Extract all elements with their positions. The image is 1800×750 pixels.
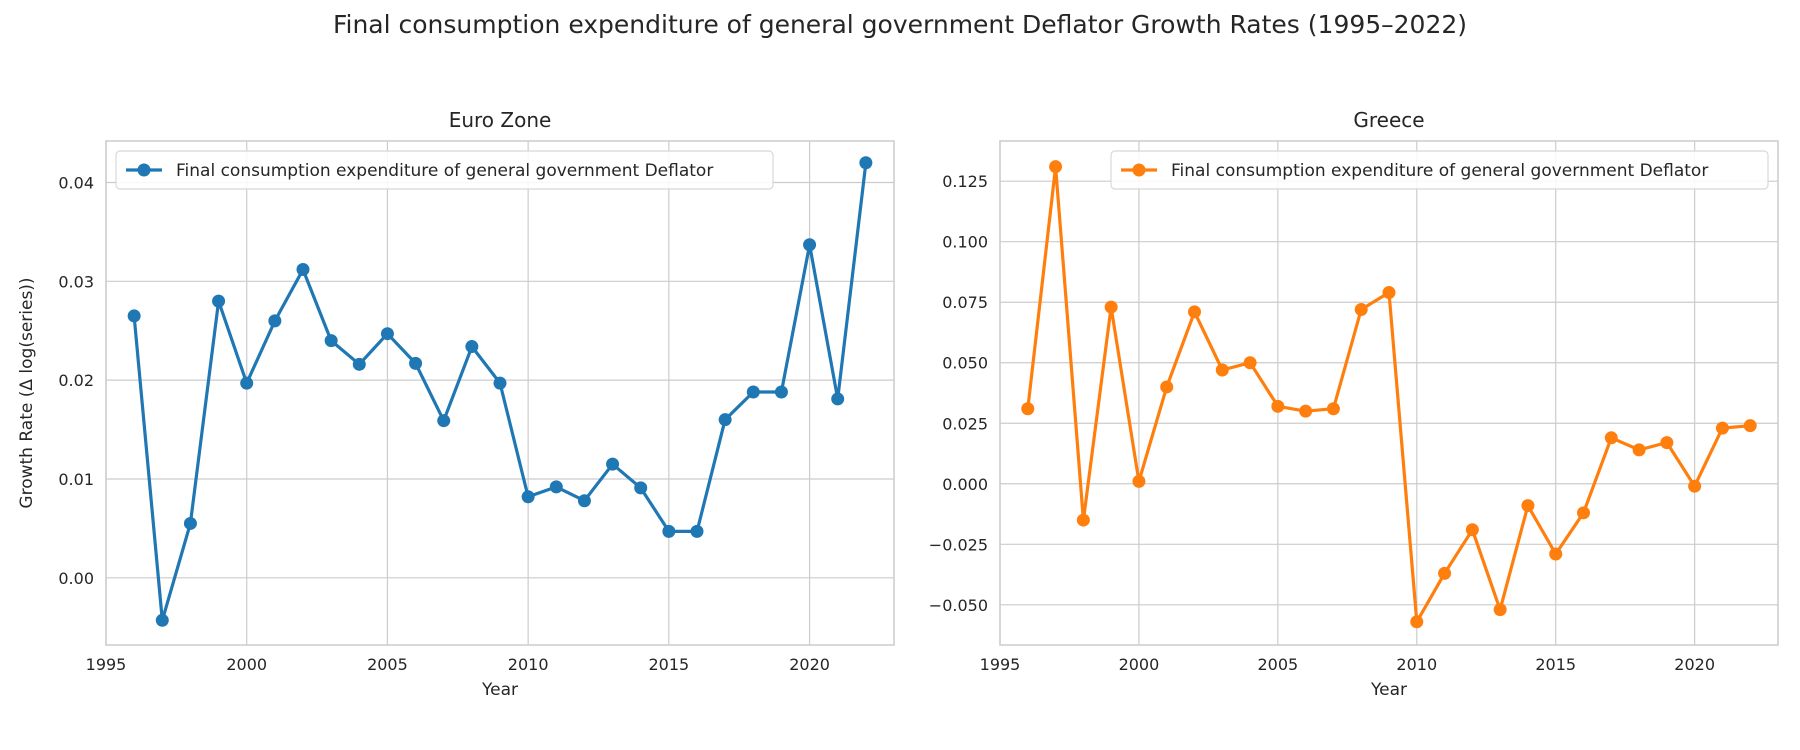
eurozone-y-tick-label: 0.04 xyxy=(58,174,94,193)
eurozone-plot-frame xyxy=(105,140,895,646)
greece-data-point xyxy=(1604,431,1618,445)
eurozone-data-point xyxy=(577,494,591,508)
greece-data-point xyxy=(1021,402,1035,416)
greece-y-tick-label: 0.000 xyxy=(942,475,988,494)
eurozone-x-tick-label: 2005 xyxy=(367,655,408,674)
greece-data-point xyxy=(1438,566,1452,580)
eurozone-data-point xyxy=(352,357,366,371)
greece-x-tick-label: 1995 xyxy=(980,655,1021,674)
eurozone-data-point xyxy=(746,385,760,399)
eurozone-x-tick-label: 2010 xyxy=(508,655,549,674)
greece-data-point xyxy=(1632,443,1646,457)
greece-data-point xyxy=(1410,615,1424,629)
eurozone-data-point xyxy=(155,613,169,627)
greece-data-point xyxy=(1271,399,1285,413)
greece-x-axis-label: Year xyxy=(1370,680,1407,700)
greece-data-point xyxy=(1049,160,1063,174)
eurozone-data-point xyxy=(409,356,423,370)
eurozone-data-point xyxy=(634,481,648,495)
greece-y-tick-label: −0.050 xyxy=(929,596,988,615)
eurozone-data-point xyxy=(859,156,873,170)
greece-legend-label: Final consumption expenditure of general… xyxy=(1171,161,1708,181)
eurozone-y-tick-label: 0.00 xyxy=(58,569,94,588)
eurozone-y-axis-label: Growth Rate (Δ log(series)) xyxy=(17,277,37,508)
greece-subplot-title: Greece xyxy=(1353,108,1424,132)
greece-plot-frame xyxy=(999,140,1779,646)
greece-y-tick-label: 0.050 xyxy=(942,354,988,373)
greece-data-point xyxy=(1076,513,1090,527)
greece-legend-box xyxy=(1110,150,1769,190)
greece-y-tick-label: 0.125 xyxy=(942,172,988,191)
eurozone-data-point xyxy=(240,376,254,390)
eurozone-x-axis-label: Year xyxy=(481,680,518,700)
greece-data-point xyxy=(1549,547,1563,561)
eurozone-data-point xyxy=(662,524,676,538)
greece-data-point xyxy=(1688,479,1702,493)
eurozone-data-point xyxy=(380,327,394,341)
greece-data-point xyxy=(1465,523,1479,537)
figure-title: Final consumption expenditure of general… xyxy=(332,10,1468,39)
greece-data-point xyxy=(1160,380,1174,394)
greece-y-tick-label: 0.100 xyxy=(942,233,988,252)
eurozone-data-point xyxy=(324,334,338,348)
greece-data-point xyxy=(1326,402,1340,416)
eurozone-subplot-title: Euro Zone xyxy=(449,108,552,132)
greece-x-tick-label: 2015 xyxy=(1535,655,1576,674)
eurozone-data-point xyxy=(690,524,704,538)
greece-data-point xyxy=(1354,302,1368,316)
greece-data-point xyxy=(1188,305,1201,319)
greece-legend-marker xyxy=(1132,163,1146,177)
greece-data-point xyxy=(1715,421,1729,435)
eurozone-x-tick-label: 1995 xyxy=(86,655,127,674)
greece-x-tick-label: 2000 xyxy=(1119,655,1160,674)
greece-x-tick-label: 2005 xyxy=(1257,655,1298,674)
eurozone-legend-box xyxy=(115,150,774,190)
eurozone-legend-label: Final consumption expenditure of general… xyxy=(176,161,713,181)
eurozone-y-tick-label: 0.01 xyxy=(58,470,94,489)
eurozone-data-point xyxy=(127,309,141,323)
eurozone-y-tick-label: 0.03 xyxy=(58,272,94,291)
eurozone-data-point xyxy=(465,340,479,354)
eurozone-x-tick-label: 2000 xyxy=(226,655,267,674)
eurozone-x-tick-label: 2020 xyxy=(789,655,830,674)
greece-data-point xyxy=(1743,419,1757,433)
eurozone-legend-marker xyxy=(137,163,151,177)
greece-data-point xyxy=(1104,300,1118,314)
eurozone-data-point xyxy=(183,516,197,530)
greece-data-point xyxy=(1132,474,1146,488)
greece-series-line xyxy=(1026,165,1752,624)
greece-data-point xyxy=(1215,363,1229,377)
eurozone-data-point xyxy=(296,262,310,276)
eurozone-data-point xyxy=(831,392,845,406)
eurozone-data-point xyxy=(774,385,788,399)
greece-data-point xyxy=(1660,436,1674,450)
greece-data-point xyxy=(1577,506,1590,520)
eurozone-data-point xyxy=(718,413,732,427)
eurozone-data-point xyxy=(212,294,226,308)
greece-data-point xyxy=(1299,404,1313,418)
eurozone-data-point xyxy=(606,457,620,471)
eurozone-x-tick-label: 2015 xyxy=(648,655,689,674)
greece-y-tick-label: 0.025 xyxy=(942,414,988,433)
eurozone-y-tick-label: 0.02 xyxy=(58,371,94,390)
eurozone-data-point xyxy=(493,376,507,390)
greece-x-tick-label: 2020 xyxy=(1674,655,1715,674)
eurozone-data-point xyxy=(549,480,563,494)
greece-data-point xyxy=(1493,603,1507,617)
eurozone-data-point xyxy=(268,314,282,328)
eurozone-data-point xyxy=(521,490,535,504)
greece-data-point xyxy=(1243,356,1257,370)
greece-data-point xyxy=(1382,286,1396,300)
greece-y-tick-label: 0.075 xyxy=(942,293,988,312)
greece-x-tick-label: 2010 xyxy=(1396,655,1437,674)
greece-data-point xyxy=(1521,499,1535,513)
eurozone-data-point xyxy=(803,238,817,252)
eurozone-data-point xyxy=(437,414,451,428)
greece-y-tick-label: −0.025 xyxy=(929,535,988,554)
